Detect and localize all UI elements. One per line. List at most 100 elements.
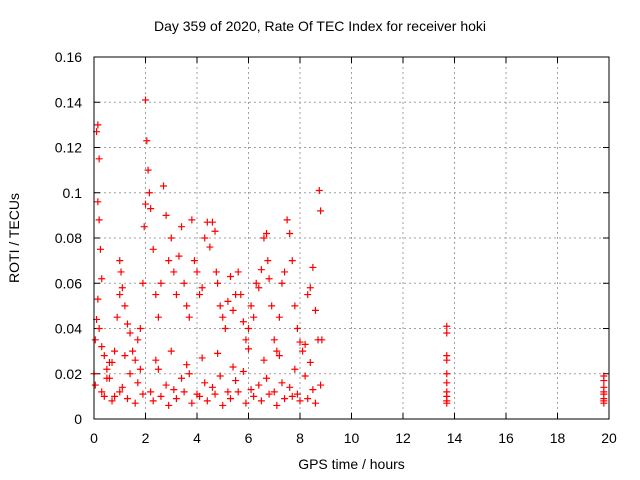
data-point xyxy=(219,313,227,321)
data-point xyxy=(268,302,276,310)
data-point xyxy=(162,381,170,389)
data-point xyxy=(239,367,247,375)
data-point xyxy=(443,379,451,387)
data-point xyxy=(116,257,124,265)
data-point xyxy=(242,336,250,344)
data-point xyxy=(443,329,451,337)
data-point xyxy=(296,338,304,346)
data-point xyxy=(111,347,119,355)
data-point xyxy=(239,318,247,326)
data-point xyxy=(196,291,204,299)
data-point xyxy=(178,223,186,231)
data-point xyxy=(165,257,173,265)
data-point xyxy=(178,374,186,382)
data-point xyxy=(293,325,301,332)
data-point xyxy=(111,392,119,400)
data-point xyxy=(273,401,281,409)
data-points xyxy=(90,96,608,409)
y-tick-label: 0.14 xyxy=(55,94,82,110)
data-point xyxy=(95,325,103,332)
data-point xyxy=(309,386,317,394)
data-point xyxy=(288,392,296,400)
data-point xyxy=(188,216,196,224)
data-point xyxy=(123,395,131,403)
data-point xyxy=(229,306,237,314)
data-point xyxy=(145,189,153,197)
data-point xyxy=(219,401,227,409)
y-tick-label: 0.08 xyxy=(55,230,82,246)
data-point xyxy=(142,200,149,208)
data-point xyxy=(91,336,99,344)
data-point xyxy=(134,379,142,387)
data-point xyxy=(170,268,178,276)
data-point xyxy=(317,381,325,389)
chart-title: Day 359 of 2020, Rate Of TEC Index for r… xyxy=(153,18,487,34)
data-point xyxy=(234,268,242,276)
data-point xyxy=(152,291,160,299)
y-tick-label: 0.02 xyxy=(55,366,82,382)
data-point xyxy=(113,313,121,321)
data-point xyxy=(260,234,268,242)
data-point xyxy=(443,399,451,407)
data-point xyxy=(167,234,175,242)
data-point xyxy=(270,388,278,396)
data-point xyxy=(273,347,281,355)
x-tick-label: 2 xyxy=(142,430,150,446)
data-point xyxy=(160,182,168,190)
y-tick-label: 0.12 xyxy=(55,140,82,156)
data-point xyxy=(281,268,289,276)
data-point xyxy=(315,186,323,194)
data-point xyxy=(185,370,193,378)
data-point xyxy=(263,229,271,237)
x-tick-label: 12 xyxy=(395,430,411,446)
data-point xyxy=(216,372,224,380)
data-point xyxy=(175,252,183,260)
data-point xyxy=(252,279,260,287)
data-point xyxy=(283,216,291,224)
data-point xyxy=(293,390,301,398)
data-point xyxy=(108,397,116,405)
data-point xyxy=(288,257,296,265)
data-point xyxy=(260,356,268,364)
y-tick-label: 0.06 xyxy=(55,275,82,291)
data-point xyxy=(296,397,304,405)
data-point xyxy=(275,313,283,321)
data-point xyxy=(98,388,106,396)
data-point xyxy=(234,388,242,396)
data-point xyxy=(443,322,451,330)
data-point xyxy=(198,354,206,362)
x-tick-label: 18 xyxy=(550,430,566,446)
data-point xyxy=(278,379,286,387)
data-point xyxy=(211,390,219,398)
data-point xyxy=(265,275,273,283)
data-point xyxy=(144,166,152,174)
data-point xyxy=(600,399,608,407)
plot-frame xyxy=(93,56,610,420)
data-point xyxy=(208,218,216,226)
data-point xyxy=(121,352,129,360)
data-point xyxy=(212,268,220,276)
data-point xyxy=(281,395,289,403)
data-point xyxy=(443,370,451,378)
data-point xyxy=(165,401,173,409)
data-point xyxy=(211,227,219,235)
data-point xyxy=(299,347,307,355)
y-tick-label: 0.16 xyxy=(55,49,82,65)
data-point xyxy=(196,392,204,400)
data-point xyxy=(286,383,294,391)
data-point xyxy=(185,313,193,321)
data-point xyxy=(237,291,245,299)
data-point xyxy=(157,392,165,400)
data-point xyxy=(94,198,102,206)
data-point xyxy=(304,291,312,299)
data-point xyxy=(275,352,283,360)
x-tick-label: 6 xyxy=(245,430,253,446)
data-point xyxy=(309,263,317,271)
data-point xyxy=(154,313,162,321)
data-point xyxy=(157,279,165,287)
data-point xyxy=(154,365,162,373)
data-point xyxy=(201,234,209,242)
data-point xyxy=(286,229,294,237)
data-point xyxy=(311,399,319,407)
data-point xyxy=(304,395,312,403)
